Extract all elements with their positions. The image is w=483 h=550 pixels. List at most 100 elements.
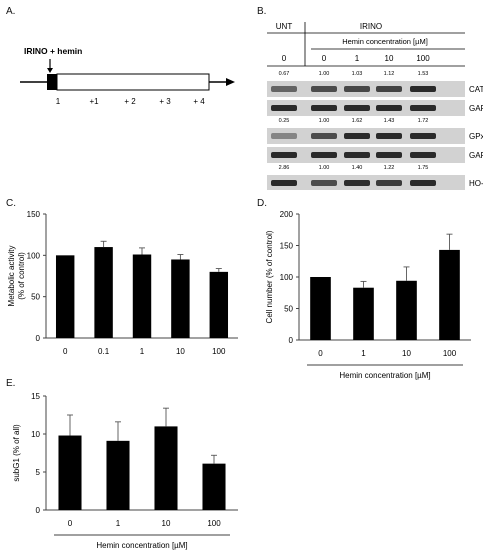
x-tick-label: 10 — [162, 519, 171, 528]
densitometry-value: 1.62 — [352, 118, 363, 124]
hemin-concentration-header: Hemin concentration [µM] — [342, 37, 428, 46]
x-tick-label: 100 — [443, 349, 457, 358]
chart-e-subg1: 0 5 10 15 0 1 10 100 Hemin concentration [µM] sub… — [12, 392, 238, 550]
densitometry-value: 1.43 — [384, 118, 395, 124]
bar — [154, 426, 178, 510]
x-tick-label: 0 — [318, 349, 323, 358]
lane-conc-2: 0 — [322, 54, 327, 63]
x-axis-label: Hemin concentration [µM] — [96, 541, 187, 550]
x-tick-label: 100 — [212, 347, 226, 356]
densitometry-value: 1.75 — [418, 165, 429, 171]
x-tick-label: 1 — [116, 519, 121, 528]
densitometry-value: 1.03 — [352, 71, 363, 77]
densitometry-value: 1.00 — [319, 165, 330, 171]
blot-band — [376, 180, 402, 186]
y-tick-label: 0 — [289, 336, 294, 345]
y-axis-label: Metabolic activity(% of control) — [7, 246, 26, 307]
blot-band — [271, 105, 297, 111]
blot-band — [344, 86, 370, 92]
blot-band — [311, 180, 337, 186]
lane-conc-5: 100 — [416, 54, 430, 63]
panel-b-western-blot: UNT IRINO Hemin concentration [µM] 0 0 1… — [267, 22, 483, 190]
bar — [58, 435, 82, 510]
panel-d-label: D. — [257, 198, 267, 209]
blot-band — [410, 133, 436, 139]
treatment-arrow-head-icon — [47, 68, 53, 73]
blot-band — [410, 152, 436, 158]
lane-conc-1: 0 — [282, 54, 287, 63]
bar — [202, 463, 226, 510]
y-axis-label-line: Cell number (% of control) — [265, 230, 274, 323]
protein-label: HO-1 — [469, 179, 483, 188]
densitometry-value: 1.00 — [319, 71, 330, 77]
densitometry-value: 1.00 — [319, 118, 330, 124]
x-tick-label: 0.1 — [98, 347, 110, 356]
bar — [94, 247, 113, 338]
timeline-tick-day-5: + 4 — [193, 97, 205, 106]
y-tick-label: 50 — [31, 293, 40, 302]
y-tick-label: 10 — [31, 430, 40, 439]
y-tick-label: 150 — [27, 210, 41, 219]
panel-c-label: C. — [6, 198, 16, 209]
bar — [209, 271, 229, 338]
bar — [310, 277, 331, 340]
treatment-label: IRINO + hemin — [24, 46, 82, 56]
protein-label: GPx-1 — [469, 132, 483, 141]
blot-band — [410, 86, 436, 92]
panel-b-label: B. — [257, 6, 267, 17]
x-tick-label: 0 — [68, 519, 73, 528]
bar — [55, 255, 75, 338]
treatment-period-block — [47, 74, 57, 90]
y-tick-label: 150 — [280, 242, 294, 251]
bar — [132, 254, 152, 338]
y-tick-label: 15 — [31, 392, 40, 401]
lane-conc-4: 10 — [385, 54, 394, 63]
y-tick-label: 50 — [284, 305, 293, 314]
y-axis-label-line: subG1 (% of all) — [12, 424, 21, 482]
blot-band — [344, 180, 370, 186]
x-tick-label: 10 — [402, 349, 411, 358]
lane-conc-3: 1 — [355, 54, 360, 63]
y-axis-label: subG1 (% of all) — [12, 424, 21, 482]
blot-band — [311, 133, 337, 139]
densitometry-value: 0.25 — [279, 118, 290, 124]
timeline-arrow-head-icon — [226, 78, 235, 86]
blot-band — [311, 86, 337, 92]
blot-band — [344, 133, 370, 139]
blot-band — [271, 180, 297, 186]
blot-band — [410, 180, 436, 186]
densitometry-value: 1.53 — [418, 71, 429, 77]
irino-header: IRINO — [360, 22, 382, 31]
y-tick-label: 200 — [280, 210, 294, 219]
y-axis-label: Cell number (% of control) — [265, 230, 274, 323]
y-tick-label: 5 — [36, 468, 41, 477]
y-axis-label-line: (% of control) — [17, 252, 26, 300]
x-tick-label: 100 — [207, 519, 221, 528]
panel-a-timeline: IRINO + hemin 1 +1 + 2 + 3 + 4 — [20, 46, 235, 106]
x-tick-label: 1 — [140, 347, 145, 356]
densitometry-value: 1.12 — [384, 71, 395, 77]
timeline-tick-day-4: + 3 — [159, 97, 171, 106]
blot-band — [344, 105, 370, 111]
bar — [353, 287, 374, 340]
y-tick-label: 0 — [36, 334, 41, 343]
chart-d-cell-number: 0 50 100 150 200 0 1 10 100 Hemin concentration [… — [265, 210, 471, 380]
y-tick-label: 0 — [36, 506, 41, 515]
y-tick-label: 100 — [27, 251, 41, 260]
y-tick-label: 100 — [280, 273, 294, 282]
blot-band — [376, 105, 402, 111]
timeline-tick-day-1: 1 — [56, 97, 61, 106]
bar — [171, 259, 190, 338]
timeline-tick-day-3: + 2 — [124, 97, 136, 106]
x-tick-label: 0 — [63, 347, 68, 356]
densitometry-value: 1.40 — [352, 165, 363, 171]
loading-control-label: GAPDH — [469, 151, 483, 160]
blot-band — [311, 105, 337, 111]
densitometry-value: 2.86 — [279, 165, 290, 171]
blot-band — [344, 152, 370, 158]
panel-a-label: A. — [6, 6, 16, 17]
panel-e-label: E. — [6, 378, 16, 389]
blot-band — [376, 86, 402, 92]
observation-period-box — [56, 73, 210, 91]
